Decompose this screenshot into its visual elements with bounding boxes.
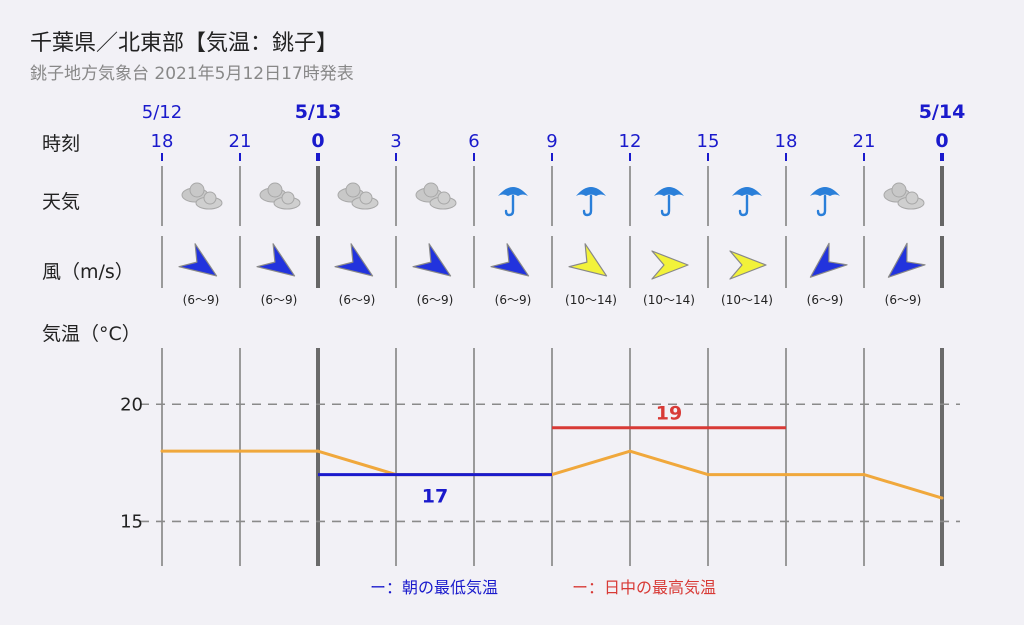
cloudy-icon [883, 182, 925, 210]
hour-label: 15 [697, 131, 720, 152]
hour-label: 21 [853, 131, 876, 152]
hour-label: 21 [229, 131, 252, 152]
wind-arrow-icon [490, 243, 530, 277]
temperature-point [940, 496, 944, 500]
wind-speed: (6〜9) [495, 293, 532, 307]
wind-speed: (6〜9) [183, 293, 220, 307]
wind-arrow-icon [568, 243, 608, 277]
temperature-point [628, 449, 632, 453]
umbrella-icon [810, 187, 840, 217]
hour-label: 9 [546, 131, 557, 152]
wind-arrow-icon [256, 243, 296, 277]
weather-row-label: 天気 [42, 191, 80, 213]
time-row-label: 時刻 [42, 133, 80, 155]
temperature-point [160, 449, 164, 453]
legend-max-temp: ー：日中の最高気温 [572, 578, 716, 597]
date-markers: 5/12 5/13 5/14 [142, 101, 966, 123]
wind-speed: (6〜9) [417, 293, 454, 307]
wind-arrow-icon [729, 250, 767, 280]
weather-row [161, 166, 944, 226]
umbrella-icon [576, 187, 606, 217]
legend-min-temp: ー：朝の最低気温 [370, 578, 498, 597]
temperature-point [784, 473, 788, 477]
wind-arrow-icon [809, 242, 848, 278]
wind-speed: (10〜14) [643, 293, 695, 307]
hour-labels: 18 21 0 3 6 9 12 15 18 21 0 [151, 130, 949, 161]
cloudy-icon [415, 182, 457, 210]
wind-speed: (6〜9) [885, 293, 922, 307]
hour-label: 0 [311, 130, 324, 152]
temp-row-label: 気温（°C） [42, 323, 141, 345]
y-tick-label: 20 [120, 394, 143, 415]
wind-arrow-icon [887, 242, 926, 278]
temperature-point [316, 449, 320, 453]
page-title: 千葉県／北東部【気温：銚子】 [30, 31, 338, 56]
temperature-point [238, 449, 242, 453]
umbrella-icon [732, 187, 762, 217]
hour-label: 18 [775, 131, 798, 152]
hour-label: 6 [468, 131, 479, 152]
wind-speed: (6〜9) [339, 293, 376, 307]
umbrella-icon [498, 187, 528, 217]
min-temp-label: 17 [422, 486, 448, 508]
y-tick-label: 15 [120, 511, 143, 532]
cloudy-icon [259, 182, 301, 210]
wind-arrow-icon [651, 250, 689, 280]
wind-speed: (10〜14) [565, 293, 617, 307]
wind-arrow-icon [178, 243, 218, 277]
hour-label: 0 [935, 130, 948, 152]
page-subtitle: 銚子地方気象台 2021年5月12日17時発表 [30, 64, 354, 84]
wind-row: (6〜9) (6〜9) (6〜9) (6〜9) (6〜9) (10〜14) (10〜14) (… [161, 236, 944, 307]
date-marker: 5/12 [142, 102, 182, 123]
hour-label: 3 [390, 131, 401, 152]
date-marker: 5/13 [295, 101, 342, 123]
wind-speed: (6〜9) [261, 293, 298, 307]
max-temp-label: 19 [656, 403, 682, 425]
temperature-point [862, 473, 866, 477]
wind-row-label: 風（m/s） [42, 261, 134, 283]
wind-speed: (6〜9) [807, 293, 844, 307]
cloudy-icon [181, 182, 223, 210]
wind-speed: (10〜14) [721, 293, 773, 307]
wind-arrow-icon [412, 243, 452, 277]
date-marker: 5/14 [919, 101, 966, 123]
wind-arrow-icon [334, 243, 374, 277]
hour-label: 18 [151, 131, 174, 152]
legend: ー：朝の最低気温 ー：日中の最高気温 [370, 578, 716, 597]
umbrella-icon [654, 187, 684, 217]
temperature-point [706, 473, 710, 477]
hour-label: 12 [619, 131, 642, 152]
cloudy-icon [337, 182, 379, 210]
